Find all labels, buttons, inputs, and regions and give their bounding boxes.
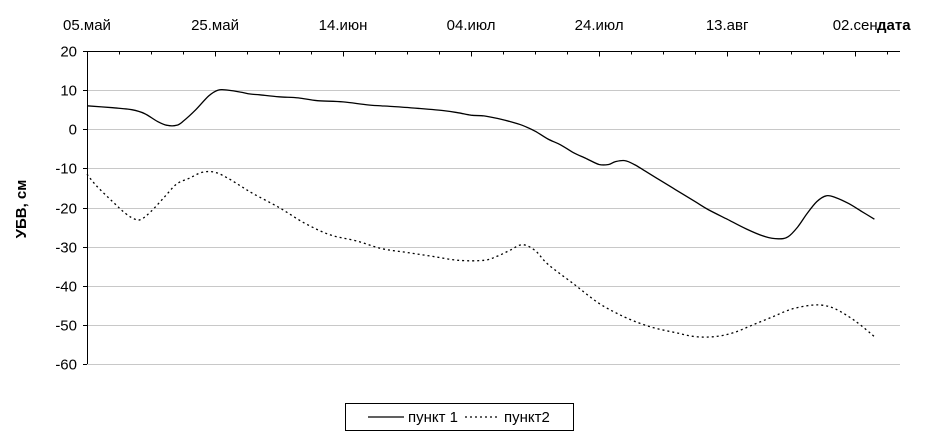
x-tick-label: 04.июл: [447, 17, 496, 34]
axes: [83, 51, 900, 365]
x-tick-label: 25.май: [191, 17, 239, 34]
series-line-2: [86, 170, 875, 338]
x-tick-label: 02.сен: [833, 17, 878, 34]
y-tick-label: 10: [60, 83, 77, 100]
x-tick-label: 14.июн: [319, 17, 368, 34]
y-tick-label: 20: [60, 44, 77, 61]
y-tick-label: -50: [55, 318, 77, 335]
legend-label-series-2: пункт2: [504, 409, 550, 426]
tick-labels: 20 10 0 -10 -20 -30 -40 -50 -60 05.май 25.май 14.ию…: [55, 17, 877, 374]
legend-label-series-1: пункт 1: [408, 409, 458, 426]
y-axis-title: УБВ, см: [13, 180, 30, 239]
legend: пункт 1 пункт2: [345, 403, 574, 431]
series-line-1: [86, 88, 875, 240]
series-lines: [86, 88, 875, 338]
x-tick-label: 13.авг: [706, 17, 749, 34]
y-tick-label: -30: [55, 240, 77, 257]
y-tick-label: 0: [69, 122, 77, 139]
y-tick-label: -10: [55, 161, 77, 178]
y-tick-label: -60: [55, 357, 77, 374]
gridlines: [87, 51, 900, 365]
x-tick-label: 24.июл: [575, 17, 624, 34]
x-axis-title: дата: [877, 17, 911, 34]
y-tick-label: -40: [55, 279, 77, 296]
y-tick-label: -20: [55, 201, 77, 218]
x-tick-label: 05.май: [63, 17, 111, 34]
